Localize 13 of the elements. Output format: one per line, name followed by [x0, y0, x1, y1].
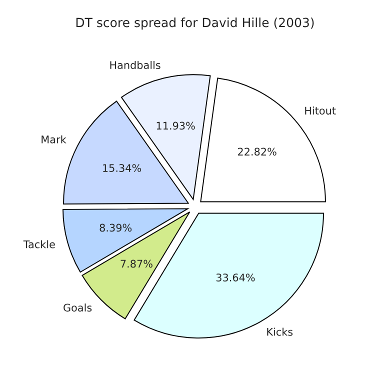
slice-label: Mark — [42, 135, 66, 144]
data-label: 8.39% — [100, 224, 132, 232]
slice-label: Goals — [64, 304, 92, 312]
chart-title: DT score spread for David Hille (2003) — [76, 18, 314, 30]
data-label: 11.93% — [156, 122, 195, 130]
slice-label: Kicks — [267, 328, 293, 336]
data-label: 22.82% — [238, 148, 276, 156]
slice-label: Hitout — [305, 106, 336, 115]
slice-label: Handballs — [110, 60, 160, 70]
slice-label: Tackle — [23, 240, 55, 248]
data-label: 7.87% — [120, 260, 152, 268]
data-label: 15.34% — [103, 164, 142, 172]
data-label: 33.64% — [216, 274, 255, 282]
